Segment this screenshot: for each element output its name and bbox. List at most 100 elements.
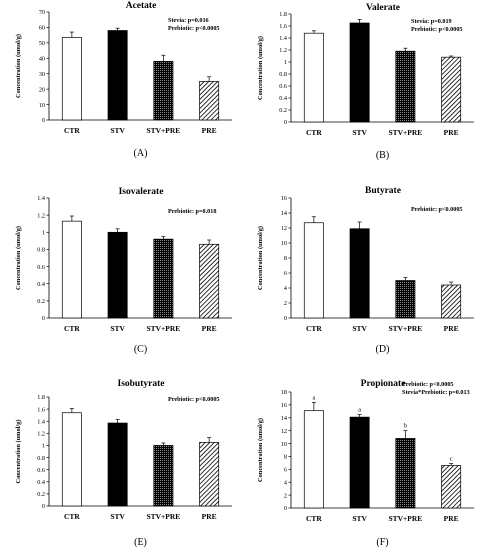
y-tick-label: 0.6 xyxy=(279,83,287,90)
significance-letter: c xyxy=(450,456,453,463)
y-tick-label: 0.2 xyxy=(37,298,45,305)
x-tick-label: CTR xyxy=(64,126,80,135)
y-tick-label: 1 xyxy=(42,443,45,450)
y-tick-label: 1.4 xyxy=(279,35,287,42)
x-tick-label: CTR xyxy=(306,514,322,523)
panel-label: (D) xyxy=(376,344,390,355)
x-tick-label: CTR xyxy=(64,324,80,333)
y-tick-label: 0 xyxy=(284,505,287,512)
y-tick-label: 12 xyxy=(281,428,287,435)
bar xyxy=(107,422,128,507)
panel-label: (A) xyxy=(134,148,148,159)
chart-title: Acetate xyxy=(126,1,157,11)
bar xyxy=(349,228,370,319)
y-tick-label: 16 xyxy=(281,402,287,409)
y-tick-label: 0 xyxy=(42,315,45,322)
chart-panel-2: Valerate 0 0.2 0.4 0.6 0.8 1 1.2 1.4 1.6 1.8 Concen… xyxy=(257,3,474,161)
stat-annotation: Stevia: p=0.019 xyxy=(411,18,452,25)
x-tick-label: STV+PRE xyxy=(146,512,180,521)
y-axis-label: Concentration (umol/g) xyxy=(15,226,22,290)
y-tick-label: 0.4 xyxy=(37,479,45,486)
chart-title: Butyrate xyxy=(365,186,401,196)
y-tick-label: 6 xyxy=(284,270,287,277)
y-tick-label: 0.4 xyxy=(279,95,287,102)
bar xyxy=(441,284,462,319)
x-tick-label: CTR xyxy=(306,128,322,137)
y-tick-label: 1.4 xyxy=(37,195,45,202)
bar xyxy=(153,238,174,319)
y-axis-label: Concentration (umol/g) xyxy=(15,34,22,98)
significance-letter: a xyxy=(312,394,315,401)
chart-panel-6: Propionate 0 2 4 6 8 10 12 14 16 18 Concentration (… xyxy=(257,379,474,548)
x-tick-label: STV xyxy=(352,128,367,137)
x-tick-label: STV+PRE xyxy=(388,128,422,137)
bar xyxy=(153,445,174,507)
y-tick-label: 20 xyxy=(39,86,45,93)
y-tick-label: 0.6 xyxy=(37,467,45,474)
y-tick-label: 8 xyxy=(284,255,287,262)
y-tick-label: 14 xyxy=(281,415,287,422)
y-tick-label: 2 xyxy=(284,492,287,499)
y-tick-label: 1.8 xyxy=(37,394,45,401)
x-tick-label: STV xyxy=(110,126,125,135)
y-tick-label: 0.8 xyxy=(279,71,287,78)
y-tick-label: 4 xyxy=(284,285,287,292)
y-tick-label: 1.6 xyxy=(37,406,45,413)
bar xyxy=(303,222,324,319)
y-tick-label: 1.2 xyxy=(279,47,287,54)
y-tick-label: 0.6 xyxy=(37,264,45,271)
bar xyxy=(107,30,128,121)
x-tick-label: STV+PRE xyxy=(146,324,180,333)
x-tick-label: STV+PRE xyxy=(146,126,180,135)
bar xyxy=(441,465,462,509)
x-tick-label: STV xyxy=(110,512,125,521)
y-tick-label: 10 xyxy=(281,441,287,448)
y-tick-label: 12 xyxy=(281,225,287,232)
y-tick-label: 50 xyxy=(39,40,45,47)
bar xyxy=(395,50,416,123)
x-tick-label: PRE xyxy=(202,126,217,135)
chart-title: Isovalerate xyxy=(119,187,164,197)
y-tick-label: 0 xyxy=(42,503,45,510)
panel-label: (C) xyxy=(134,344,147,355)
bar xyxy=(107,231,128,319)
bar xyxy=(153,61,174,121)
x-tick-label: CTR xyxy=(64,512,80,521)
y-tick-label: 1.8 xyxy=(279,11,287,18)
chart-panel-5: Isobutyrate 0 0.2 0.4 0.6 0.8 1 1.2 1.4 1.6 1.8 Con… xyxy=(15,379,232,548)
stat-annotation: Prebiotic: p<0.0005 xyxy=(168,396,220,403)
bar xyxy=(349,22,370,123)
chart-title: Valerate xyxy=(366,3,400,13)
chart-panel-3: Isovalerate 0 0.2 0.4 0.6 0.8 1 1.2 1.4 Concentra… xyxy=(15,187,232,355)
y-tick-label: 0.8 xyxy=(37,247,45,254)
bar xyxy=(61,37,82,121)
y-axis-label: Concentration (umol/g) xyxy=(257,36,264,100)
panel-label: (E) xyxy=(134,537,147,548)
stat-annotation: Prebiotic: p<0.0005 xyxy=(411,26,463,33)
significance-letter: a xyxy=(358,407,361,414)
stat-annotation: Stevia*Prebiotic: p=0.013 xyxy=(402,389,470,396)
bar xyxy=(199,81,220,121)
y-tick-label: 0.8 xyxy=(37,455,45,462)
y-axis-label: Concentration (umol/g) xyxy=(15,419,22,483)
x-tick-label: PRE xyxy=(444,128,459,137)
y-tick-label: 18 xyxy=(281,389,287,396)
bar xyxy=(303,32,324,123)
y-tick-label: 0 xyxy=(284,315,287,322)
x-tick-label: STV xyxy=(352,514,367,523)
bar xyxy=(349,416,370,509)
y-tick-label: 10 xyxy=(281,240,287,247)
stat-annotation: Stevia: p=0.016 xyxy=(168,17,209,24)
y-tick-label: 1.6 xyxy=(279,23,287,30)
x-tick-label: STV xyxy=(352,324,367,333)
y-tick-label: 0.2 xyxy=(37,491,45,498)
y-tick-label: 2 xyxy=(284,300,287,307)
stat-annotation: Prebiotic: p<0.0005 xyxy=(168,25,220,32)
chart-title: Propionate xyxy=(361,379,406,389)
bar xyxy=(61,412,82,507)
y-tick-label: 1 xyxy=(284,59,287,66)
y-tick-label: 0.2 xyxy=(279,107,287,114)
y-tick-label: 0.4 xyxy=(37,281,45,288)
chart-panel-4: Butyrate 0 2 4 6 8 10 12 14 16 Concentration (umol… xyxy=(257,186,474,355)
